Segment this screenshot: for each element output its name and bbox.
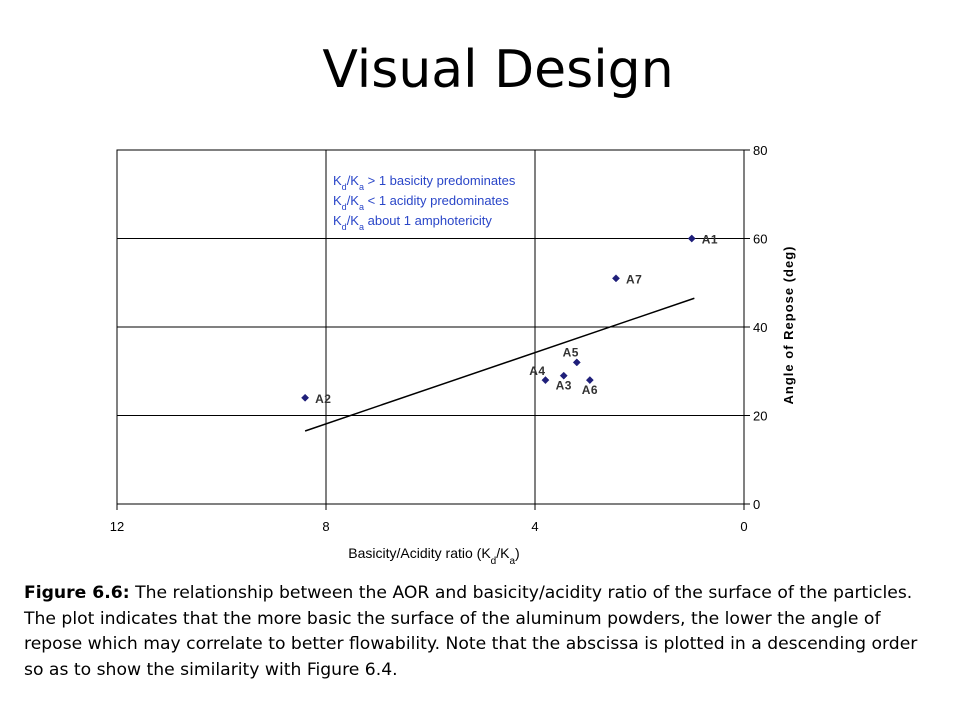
data-point bbox=[541, 376, 550, 385]
axis-titles: Basicity/Acidity ratio (Kd/Ka) Angle of R… bbox=[348, 246, 796, 567]
y-tick-label: 80 bbox=[753, 143, 767, 158]
point-labels: A1 A7 A5 A4 A3 A6 A2 bbox=[315, 233, 718, 406]
y-axis-title: Angle of Repose (deg) bbox=[781, 246, 796, 405]
point-label: A2 bbox=[315, 392, 331, 406]
point-label: A3 bbox=[556, 379, 572, 393]
annotation-line: Kd/Ka about 1 amphotericity bbox=[333, 213, 492, 232]
caption-text: The relationship between the AOR and bas… bbox=[24, 583, 918, 680]
trendline bbox=[304, 297, 695, 432]
slide-title: Visual Design bbox=[322, 40, 674, 100]
annotation-line: Kd/Ka > 1 basicity predominates bbox=[333, 173, 516, 192]
figure-caption: Figure 6.6: The relationship between the… bbox=[24, 581, 934, 683]
x-tick-label: 4 bbox=[531, 519, 538, 534]
data-point bbox=[612, 274, 620, 283]
data-point bbox=[559, 371, 568, 380]
point-label: A5 bbox=[563, 345, 579, 359]
x-tick-label: 0 bbox=[740, 519, 747, 534]
y-tick-label: 0 bbox=[753, 497, 760, 512]
x-tick-label: 12 bbox=[110, 519, 124, 534]
trend-line bbox=[304, 297, 695, 432]
data-point bbox=[572, 358, 581, 367]
y-tick-label: 60 bbox=[753, 232, 767, 247]
data-points bbox=[301, 234, 696, 402]
data-point bbox=[301, 393, 310, 402]
y-tick-label: 40 bbox=[753, 320, 767, 335]
annotation-line: Kd/Ka < 1 acidity predominates bbox=[333, 193, 509, 212]
caption-label: Figure 6.6: bbox=[24, 583, 130, 603]
data-point bbox=[585, 376, 594, 385]
point-label: A1 bbox=[702, 233, 718, 247]
point-label: A4 bbox=[529, 364, 545, 378]
point-label: A6 bbox=[582, 383, 598, 397]
x-tick-label: 8 bbox=[322, 519, 329, 534]
grid-lines bbox=[117, 150, 744, 504]
x-axis-title: Basicity/Acidity ratio (Kd/Ka) bbox=[348, 545, 519, 567]
point-label: A7 bbox=[626, 272, 642, 286]
data-point bbox=[687, 234, 696, 243]
y-tick-label: 20 bbox=[753, 409, 767, 424]
